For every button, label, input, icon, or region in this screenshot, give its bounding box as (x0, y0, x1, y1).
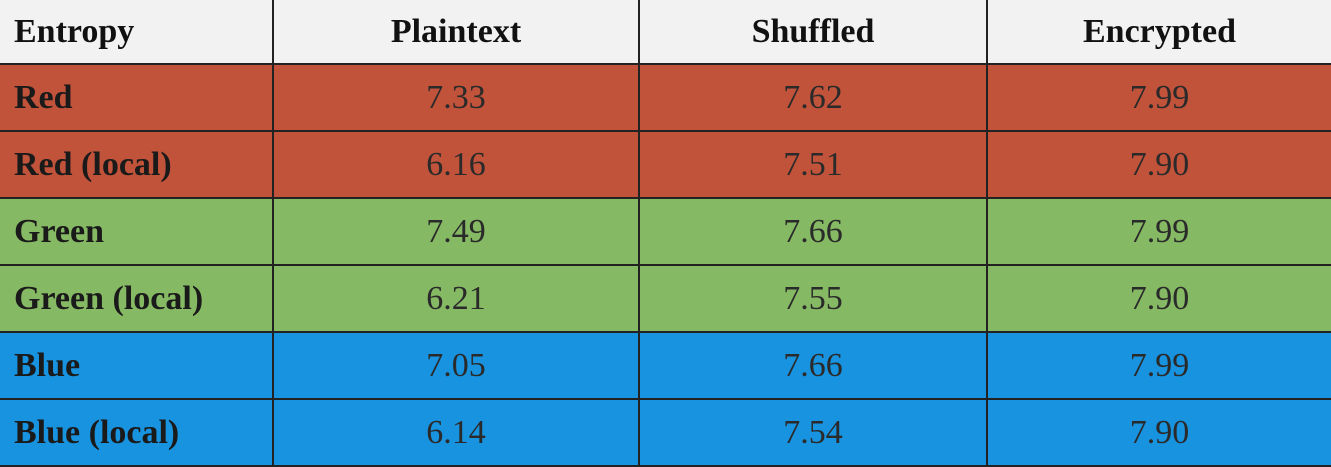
encrypted-cell: 7.99 (986, 63, 1331, 132)
header-encrypted: Encrypted (986, 0, 1331, 65)
encrypted-cell: 7.90 (986, 264, 1331, 333)
plaintext-cell: 6.14 (272, 398, 640, 467)
row-label: Red (local) (0, 130, 274, 199)
shuffled-cell: 7.62 (638, 63, 988, 132)
encrypted-cell: 7.99 (986, 331, 1331, 400)
encrypted-cell: 7.90 (986, 130, 1331, 199)
plaintext-cell: 7.33 (272, 63, 640, 132)
row-label: Green (0, 197, 274, 266)
header-plaintext: Plaintext (272, 0, 640, 65)
table-row: Blue (local) 6.14 7.54 7.90 (0, 398, 1331, 467)
encrypted-cell: 7.90 (986, 398, 1331, 467)
header-row: Entropy Plaintext Shuffled Encrypted (0, 0, 1331, 65)
shuffled-cell: 7.66 (638, 331, 988, 400)
plaintext-cell: 7.49 (272, 197, 640, 266)
row-label: Red (0, 63, 274, 132)
plaintext-cell: 6.16 (272, 130, 640, 199)
shuffled-cell: 7.54 (638, 398, 988, 467)
encrypted-cell: 7.99 (986, 197, 1331, 266)
table-row: Red (local) 6.16 7.51 7.90 (0, 130, 1331, 199)
shuffled-cell: 7.66 (638, 197, 988, 266)
row-label: Blue (local) (0, 398, 274, 467)
table-row: Green 7.49 7.66 7.99 (0, 197, 1331, 266)
plaintext-cell: 7.05 (272, 331, 640, 400)
shuffled-cell: 7.55 (638, 264, 988, 333)
table-row: Red 7.33 7.62 7.99 (0, 63, 1331, 132)
plaintext-cell: 6.21 (272, 264, 640, 333)
table-row: Blue 7.05 7.66 7.99 (0, 331, 1331, 400)
row-label: Green (local) (0, 264, 274, 333)
header-entropy: Entropy (0, 0, 274, 65)
header-shuffled: Shuffled (638, 0, 988, 65)
shuffled-cell: 7.51 (638, 130, 988, 199)
row-label: Blue (0, 331, 274, 400)
table-row: Green (local) 6.21 7.55 7.90 (0, 264, 1331, 333)
